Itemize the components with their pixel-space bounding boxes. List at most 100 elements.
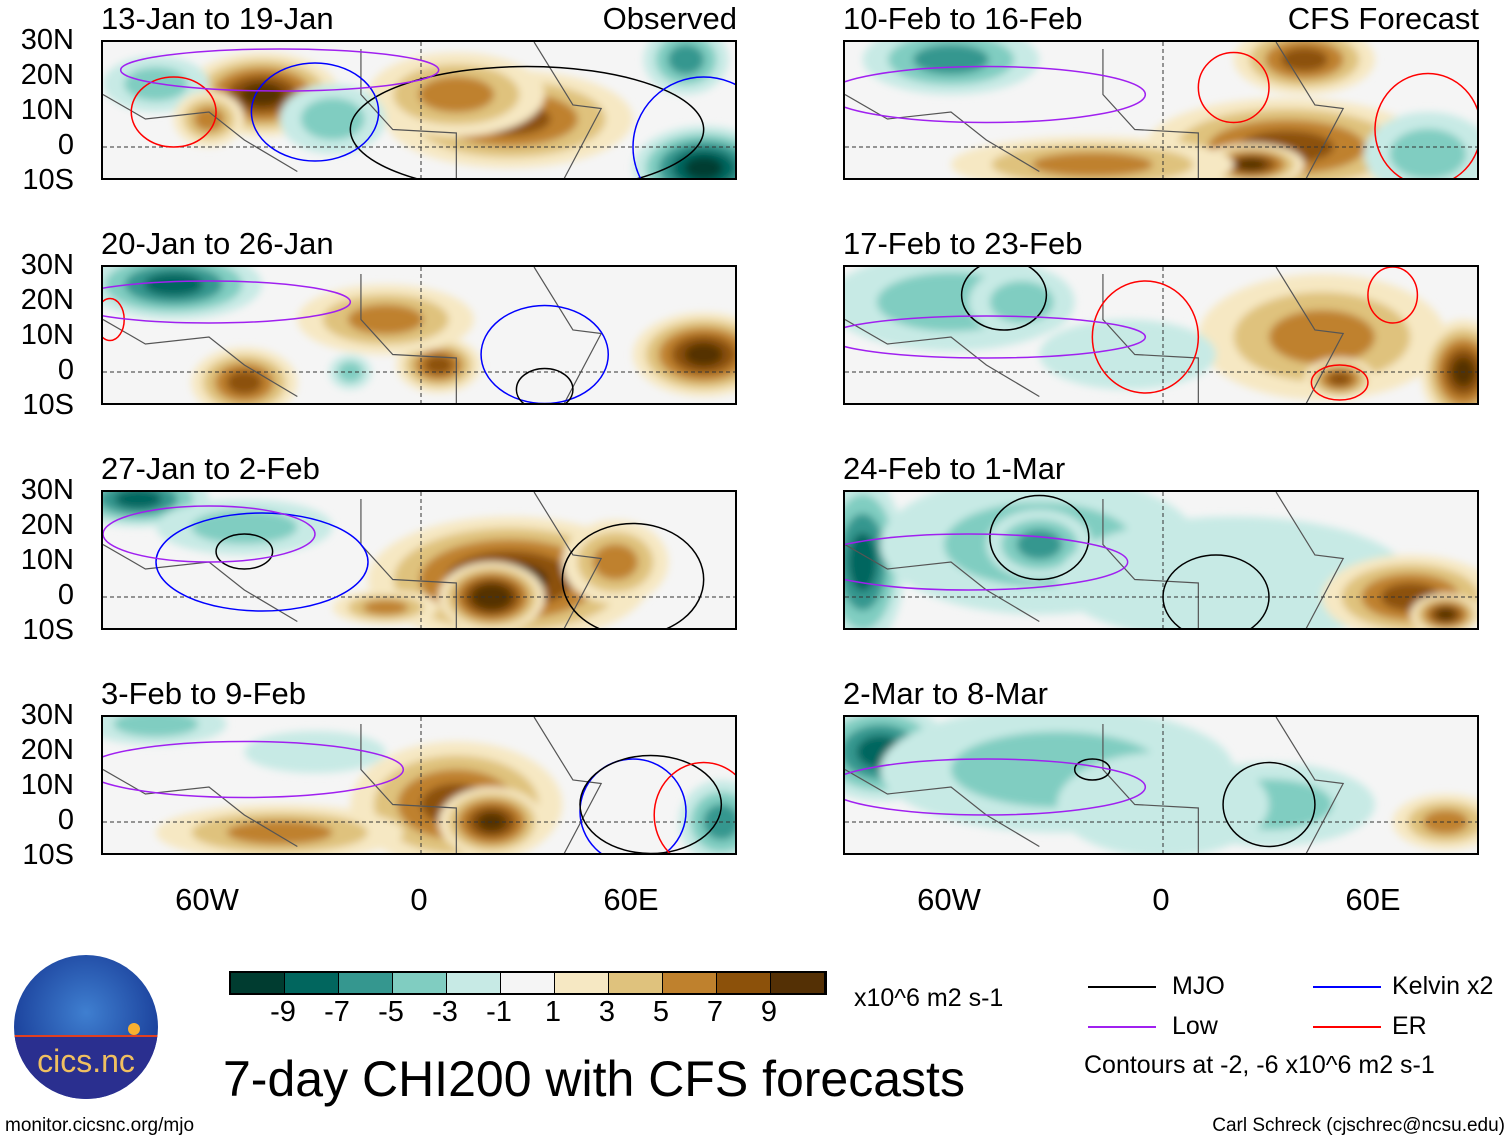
anomaly-region — [1269, 310, 1375, 364]
credit: Carl Schreck (cjschrec@ncsu.edu) — [1212, 1115, 1505, 1136]
lat-label: 0 — [57, 804, 74, 836]
panel-title: 24-Feb to 1-Mar — [843, 451, 1066, 486]
anomaly-region — [592, 544, 639, 580]
mjo-contour — [579, 754, 723, 853]
low-contour — [103, 505, 316, 563]
colorbar-swatch — [447, 973, 501, 993]
lat-label: 10S — [22, 839, 74, 871]
mjo-contour — [349, 65, 705, 178]
anomaly-region — [848, 532, 877, 592]
colorbar-swatch — [393, 973, 447, 993]
colorbar-label: 3 — [598, 996, 616, 1028]
logo-text: cics.nc — [37, 1043, 135, 1079]
anomaly-region — [424, 355, 453, 375]
lon-label: 0 — [410, 882, 428, 917]
legend-er: ER — [1392, 1012, 1427, 1040]
coastline — [845, 42, 1345, 178]
map-panel — [101, 490, 737, 630]
colorbar-label: 1 — [544, 996, 562, 1028]
er-contour — [1310, 364, 1369, 401]
panel-title: 10-Feb to 16-Feb — [843, 1, 1083, 36]
low-contour — [103, 740, 405, 799]
anomaly-region — [193, 107, 225, 131]
lat-label: 30N — [20, 699, 74, 731]
coastline — [845, 717, 1345, 853]
colorbar-label: -3 — [432, 996, 458, 1028]
lat-label: 30N — [20, 474, 74, 506]
kelvin-contour — [155, 512, 369, 612]
low-contour — [845, 533, 1129, 591]
lat-label: 30N — [20, 249, 74, 281]
panel-title: 2-Mar to 8-Mar — [843, 676, 1048, 711]
mjo-contour — [989, 494, 1090, 581]
lat-label: 30N — [20, 24, 74, 56]
colorbar-swatch — [717, 973, 771, 993]
map-panel — [843, 490, 1479, 630]
anomaly-region — [244, 731, 386, 773]
er-contour — [1367, 267, 1419, 324]
units-label: x10^6 m2 s-1 — [854, 984, 1004, 1012]
lat-label: 10S — [22, 164, 74, 196]
lon-label: 60W — [175, 882, 239, 917]
figure-title: 7-day CHI200 with CFS forecasts — [223, 1051, 965, 1107]
lat-label: 20N — [20, 284, 74, 316]
colorbar-swatch — [555, 973, 609, 993]
map-panel — [101, 40, 737, 180]
mjo-contour — [515, 367, 574, 403]
colorbar-swatch — [339, 973, 393, 993]
lat-label: 20N — [20, 59, 74, 91]
anomaly-region — [362, 600, 409, 615]
lat-label: 0 — [57, 129, 74, 161]
anomaly-region — [1327, 372, 1352, 386]
lon-label: 60E — [603, 882, 659, 917]
lat-label: 10N — [20, 769, 74, 801]
colorbar-swatch — [609, 973, 663, 993]
kelvin-contour — [480, 304, 609, 403]
cics-logo: cics.nc — [14, 955, 158, 1099]
anomaly-region — [240, 83, 284, 106]
legend-kelvin: Kelvin x2 — [1392, 972, 1494, 1000]
anomaly-region — [1422, 810, 1469, 834]
colorbar-label: 9 — [760, 996, 778, 1028]
mjo-line — [1088, 986, 1156, 988]
mjo-contour — [960, 267, 1048, 331]
anomaly-region — [124, 67, 188, 101]
kelvin-contour — [250, 62, 380, 162]
anomaly-region — [1016, 529, 1063, 560]
panel-title: 17-Feb to 23-Feb — [843, 226, 1083, 261]
colorbar-swatch — [771, 973, 825, 993]
anomaly-region — [1031, 152, 1153, 177]
anomaly-region — [191, 510, 298, 544]
lat-label: 20N — [20, 509, 74, 541]
colorbar-label: 7 — [706, 996, 724, 1028]
colorbar-label: -7 — [324, 996, 350, 1028]
anomaly-region — [1389, 128, 1467, 178]
er-contour — [1374, 72, 1477, 178]
legend-mjo: MJO — [1172, 972, 1225, 1000]
lon-label: 60W — [917, 882, 981, 917]
er-contour — [653, 761, 735, 853]
anomaly-region — [1236, 158, 1266, 171]
mjo-contour — [215, 533, 274, 570]
map-panel — [101, 715, 737, 855]
colorbar-swatch — [663, 973, 717, 993]
colorbar-label: -5 — [378, 996, 404, 1028]
er-line — [1313, 1026, 1381, 1028]
anomaly-region — [226, 820, 333, 845]
lon-label: 0 — [1152, 882, 1170, 917]
anomaly-region — [300, 98, 365, 140]
panel-title: 27-Jan to 2-Feb — [101, 451, 320, 486]
er-contour — [1091, 280, 1200, 394]
colorbar-swatch — [285, 973, 339, 993]
anomaly-region — [1436, 608, 1456, 621]
panel-title: 3-Feb to 9-Feb — [101, 676, 307, 711]
map-panel — [101, 265, 737, 405]
colorbar-swatch — [501, 973, 555, 993]
anomaly-region — [989, 281, 1054, 323]
lat-label: 10N — [20, 544, 74, 576]
anomaly-region — [913, 44, 989, 75]
lat-label: 20N — [20, 734, 74, 766]
er-contour — [1197, 51, 1270, 124]
source-url[interactable]: monitor.cicsnc.org/mjo — [5, 1115, 195, 1136]
mjo-contour — [561, 522, 705, 628]
